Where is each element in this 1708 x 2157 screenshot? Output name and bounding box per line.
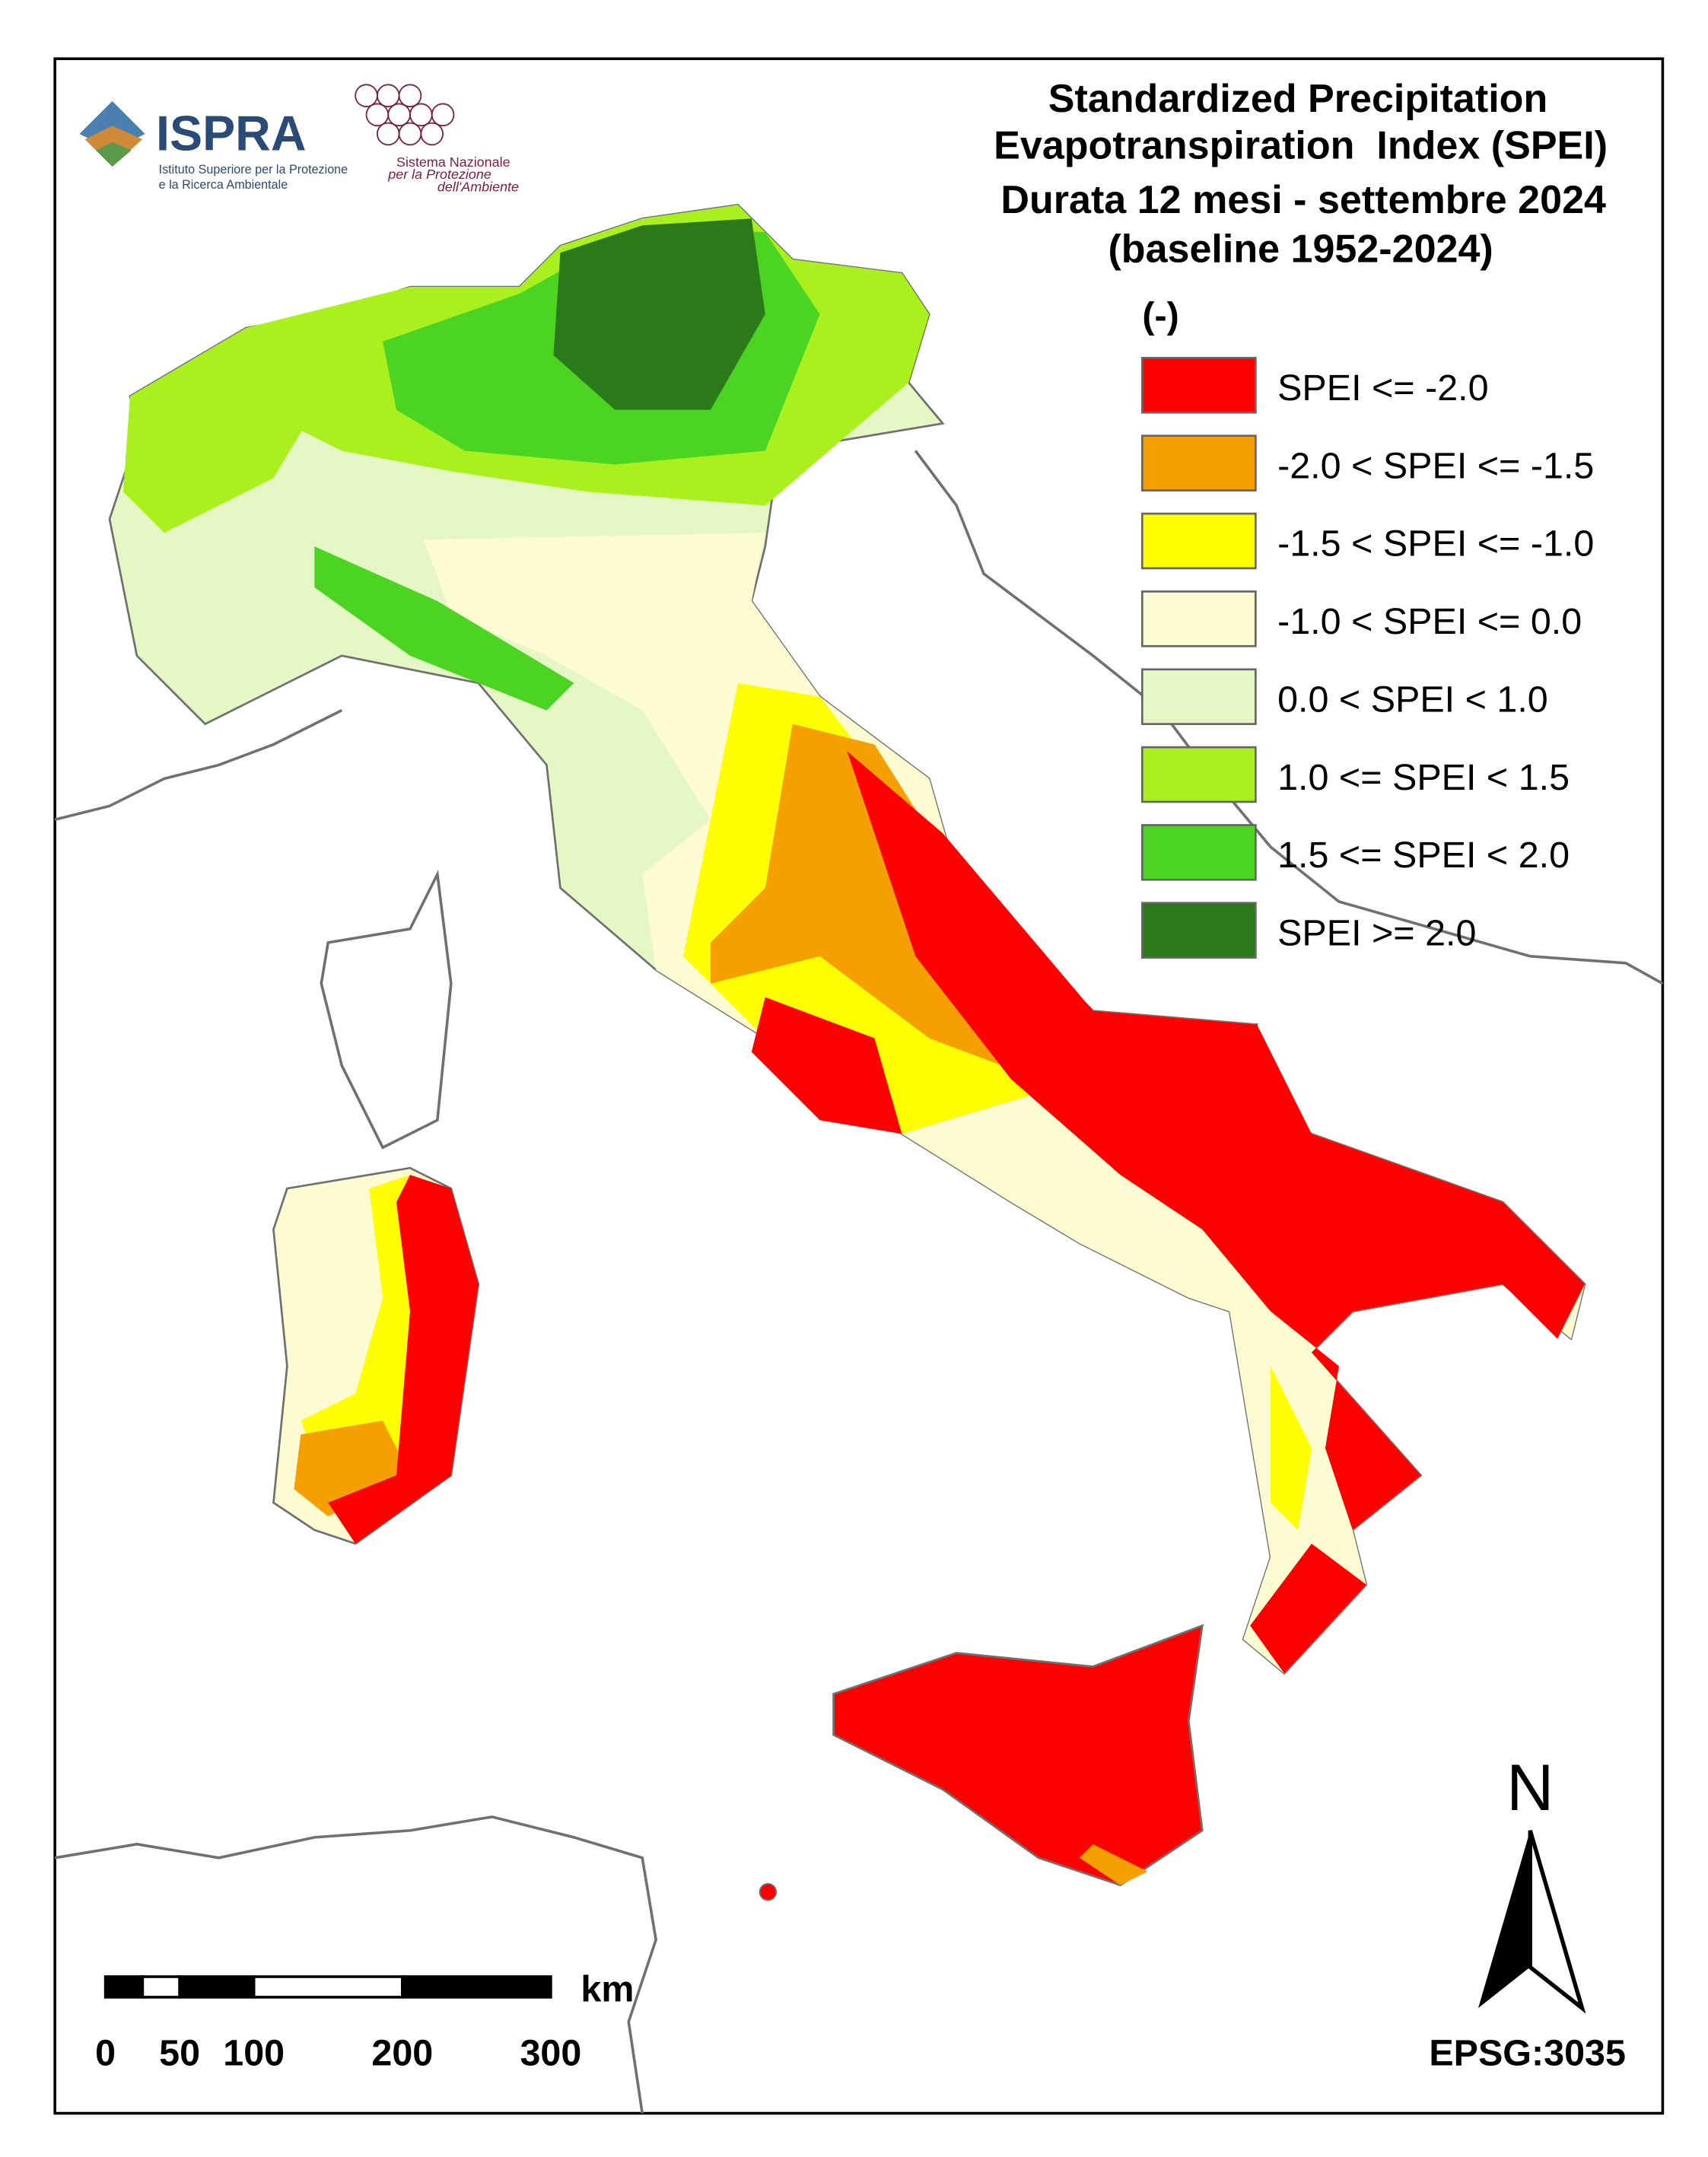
snpa-text: dell'Ambiente	[437, 179, 519, 194]
legend-swatch	[1140, 668, 1257, 725]
title-line: Durata 12 mesi - settembre 2024	[1000, 178, 1606, 222]
legend-label: 1.5 <= SPEI < 2.0	[1277, 835, 1570, 876]
arrow-half	[1528, 1830, 1586, 2014]
scale-segment	[252, 1975, 404, 1999]
italy-mainland	[108, 203, 1586, 1675]
ispra-subtitle: Istituto Superiore per la Protezione	[159, 163, 348, 177]
ispra-logo: ISPRA Istituto Superiore per la Protezio…	[79, 100, 348, 192]
legend-swatch	[1140, 434, 1257, 492]
ispra-name: ISPRA	[156, 105, 307, 161]
sicily	[759, 1624, 1204, 1901]
title: Standardized Precipitation Evapotranspir…	[994, 77, 1608, 271]
scale-segment	[103, 1975, 145, 1999]
title-line: Standardized Precipitation	[1048, 77, 1547, 121]
legend-swatch	[1140, 590, 1257, 647]
legend-label: -2.0 < SPEI <= -1.5	[1277, 445, 1594, 486]
title-line: Evapotranspiration Index (SPEI)	[994, 123, 1608, 167]
scale-tick-label: 100	[223, 2033, 285, 2074]
scale-segment	[141, 1975, 181, 1999]
scale-segment	[401, 1975, 552, 1999]
north-label: N	[1506, 1751, 1554, 1825]
snpa-logo: Sistema Nazionale per la Protezione dell…	[355, 84, 519, 194]
logo-shape	[96, 142, 132, 167]
frame	[53, 57, 1665, 2115]
legend-label: -1.5 < SPEI <= -1.0	[1277, 523, 1594, 565]
title-line: (baseline 1952-2024)	[1108, 227, 1493, 272]
legend-label: 0.0 < SPEI < 1.0	[1277, 679, 1548, 720]
legend-label: -1.0 < SPEI <= 0.0	[1277, 601, 1582, 642]
legend: (-) SPEI <= -2.0 -2.0 < SPEI <= -1.5 -1.5 …	[1140, 295, 1594, 959]
legend-label: 1.0 <= SPEI < 1.5	[1277, 757, 1570, 798]
corsica	[320, 869, 453, 1150]
north-arrow: N EPSG:3035	[1429, 1751, 1626, 2074]
sardinia	[272, 1166, 480, 1545]
scale-tick-label: 0	[95, 2033, 116, 2074]
crs-label: EPSG:3035	[1429, 2033, 1626, 2074]
snpa-text: per la Protezione	[387, 167, 491, 182]
scale-unit: km	[580, 1968, 634, 2009]
legend-swatch	[1140, 746, 1257, 803]
scale-tick-label: 50	[159, 2033, 200, 2074]
arrow-half	[1478, 1830, 1531, 2009]
legend-swatch	[1140, 824, 1257, 881]
snpa-text: Sistema Nazionale	[396, 154, 510, 170]
legend-label: SPEI >= 2.0	[1277, 912, 1476, 953]
legend-swatch	[1140, 357, 1257, 414]
legend-swatch	[1140, 902, 1257, 959]
scale-tick-label: 300	[520, 2033, 581, 2074]
scale-tick-label: 200	[371, 2033, 433, 2074]
ispra-subtitle: e la Ricerca Ambientale	[159, 178, 288, 192]
legend-label: SPEI <= -2.0	[1277, 367, 1489, 409]
legend-title: (-)	[1142, 295, 1178, 336]
legend-swatch	[1140, 512, 1257, 570]
scale-bar: km 0 50 100 200 300	[95, 1968, 634, 2073]
scale-segment	[178, 1975, 256, 1999]
